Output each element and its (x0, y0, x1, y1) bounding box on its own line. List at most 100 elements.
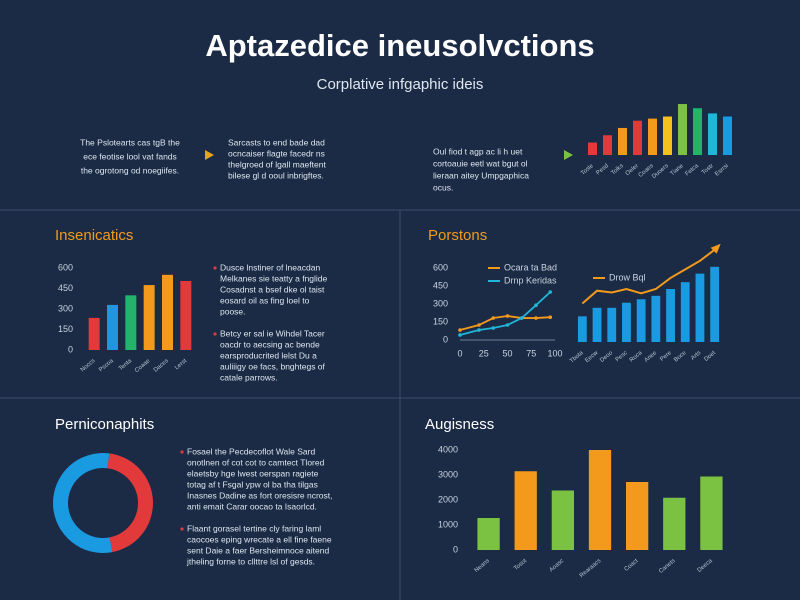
page-subtitle: Corplative infgaphic ideis (317, 76, 484, 93)
intro-text: Oul fiod t agp ac li h uet (433, 146, 523, 156)
note-text: eosard oil as fing loel to (220, 295, 310, 305)
y-tick-label: 4000 (438, 444, 458, 454)
bar (633, 120, 642, 155)
note-text: totag af t Fsgal ypw ol ba tha tilgas (187, 479, 318, 489)
line-series (581, 248, 716, 305)
intro-text: ece feotise lool vat fands (83, 151, 177, 161)
x-tick-label: 0 (457, 348, 462, 358)
panel-title: Porstons (428, 227, 487, 244)
point (458, 333, 462, 337)
x-tick-label: 100 (547, 348, 562, 358)
page-title: Aptazedice ineusolvctions (205, 28, 594, 63)
bar (663, 497, 686, 550)
point (534, 316, 538, 320)
y-tick-label: 0 (453, 544, 458, 554)
intro-text: ocncaiser flagte facedr ns (228, 148, 325, 158)
bar (514, 471, 537, 550)
bar (125, 295, 137, 350)
note-text: caocoes eping wrecate a ell fine faene (187, 534, 332, 544)
x-tick-label: 25 (479, 348, 489, 358)
y-tick-label: 300 (58, 303, 73, 313)
note-text: Fosael the Pecdecoflot Wale Sard (187, 446, 315, 456)
donut-slice (107, 453, 154, 553)
intro-text: the ogrotong od noegiifes. (81, 165, 179, 175)
bar (680, 282, 690, 342)
point (477, 328, 481, 332)
legend-label: Drow Bql (609, 272, 646, 282)
bar (592, 307, 602, 342)
x-tick-label: Arts (690, 350, 702, 361)
point (505, 323, 510, 327)
bar (588, 450, 612, 550)
note-text: onotlnen of cot cot to camtect Tlored (187, 457, 325, 467)
point (548, 315, 553, 320)
intro-text: lieraan aitey Umpgaphica (433, 170, 529, 180)
note-text: sent Daie a faer Bersheimnoce aitend (187, 545, 329, 555)
note-text: Betcy er sal ie Wihdel Tacer (220, 328, 325, 338)
bar (636, 299, 646, 342)
bar (603, 135, 612, 155)
note-text: catale parrows. (220, 372, 278, 382)
bullet (213, 332, 217, 336)
note-text: Melkanes sie teatty a fnglide (220, 273, 328, 283)
bar (663, 116, 672, 155)
bar (551, 490, 574, 550)
point (534, 303, 538, 308)
y-tick-label: 2000 (438, 494, 458, 504)
y-tick-label: 1000 (438, 519, 458, 529)
bar (477, 518, 500, 550)
note-text: jtheling forne to cllttre lsl of gesds. (186, 556, 315, 566)
x-tick-label: 75 (526, 348, 536, 358)
note-text: auliiigy oe facs, bnghtegs of (220, 361, 326, 371)
arrow-icon (205, 150, 214, 160)
panel-title: Augisness (425, 416, 494, 433)
y-tick-label: 0 (68, 344, 73, 354)
bar (588, 142, 597, 155)
legend-label: Ocara ta Bad (504, 262, 557, 272)
point (505, 314, 510, 318)
bar (700, 476, 723, 550)
note-text: poose. (220, 306, 246, 316)
note-text: oacdr to aecsing ac bende (220, 339, 320, 349)
arrow-icon (564, 150, 573, 160)
donut-slice (53, 452, 113, 553)
y-tick-label: 0 (443, 334, 448, 344)
x-tick-label: 50 (502, 348, 512, 358)
bar (107, 304, 118, 350)
bar (143, 285, 155, 350)
bar (723, 116, 732, 155)
bar (710, 266, 720, 342)
note-text: anti emait Carar oocao ta Isaorlcd. (187, 501, 317, 511)
y-tick-label: 450 (58, 283, 73, 293)
point (477, 323, 481, 327)
note-text: Flaant gorasel tertine cly faring laml (187, 523, 321, 533)
bullet (213, 266, 217, 270)
bar (666, 289, 675, 342)
y-tick-label: 150 (433, 316, 448, 326)
panel-title: Insenicatics (55, 227, 133, 244)
bar (577, 316, 587, 342)
intro-text: ocus. (433, 182, 453, 192)
y-tick-label: 450 (433, 280, 448, 290)
note-text: earsproducrited lelst Du a (220, 350, 317, 360)
point (519, 316, 524, 320)
note-text: Inasnes Dadine as fort oresisre ncrost, (187, 490, 333, 500)
bar (180, 280, 192, 350)
point (491, 326, 496, 330)
bar (618, 127, 627, 155)
note-text: Dusce lnstiner of lneacdan (220, 262, 320, 272)
legend-label: Drnp Keridas (504, 275, 557, 285)
intro-text: thelgroed of lgall maeftent (228, 159, 326, 169)
bar (626, 482, 649, 550)
bar (162, 274, 173, 350)
bar (607, 307, 617, 342)
bar (695, 273, 705, 342)
note-text: Cosadnst a bsef dke ol taist (220, 284, 325, 294)
bar (651, 295, 661, 342)
bar (88, 317, 100, 350)
bar (622, 302, 631, 342)
point (548, 290, 553, 294)
intro-text: bilese gl d ooul inbrigftes. (228, 170, 324, 180)
y-tick-label: 600 (433, 262, 448, 272)
bar (678, 104, 687, 155)
